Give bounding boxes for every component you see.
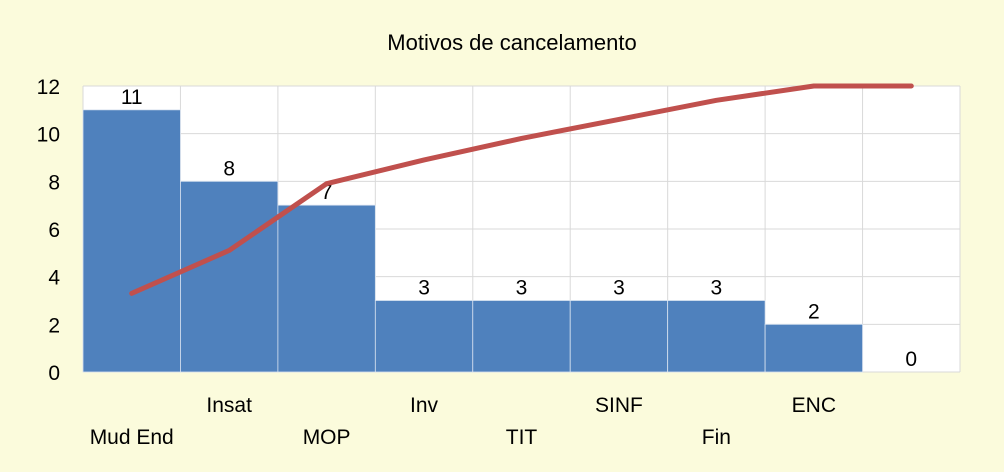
data-label: 7 [321,181,333,204]
x-tick-label: Mud End [90,426,174,449]
x-tick-label: Fin [702,426,731,449]
bar [569,300,669,373]
bar [82,109,181,373]
bar [764,323,863,373]
data-label: 2 [808,300,820,323]
data-label: 11 [121,86,143,109]
y-tick-label: 10 [37,124,60,147]
bar [277,204,376,373]
x-tick-label: Inv [410,394,439,417]
x-tick-label: Insat [206,394,252,417]
data-label: 3 [711,277,723,300]
x-tick-label: MOP [303,426,351,449]
cumulative-line [129,83,914,296]
bar [667,300,766,373]
chart-title: Motivos de cancelamento [387,30,636,55]
y-tick-label: 2 [48,314,60,337]
x-tick-label: TIT [506,426,538,449]
data-label: 3 [418,277,430,300]
y-tick-label: 6 [48,219,60,242]
data-label: 8 [223,157,235,180]
data-label: 3 [613,277,625,300]
x-tick-label: ENC [792,394,836,417]
y-tick-label: 4 [48,267,60,290]
bar [472,300,571,373]
y-tick-label: 8 [48,171,60,194]
y-tick-label: 0 [48,362,60,385]
data-label: 3 [516,277,528,300]
y-tick-label: 12 [37,76,60,99]
x-tick-label: SINF [595,394,643,417]
data-label: 0 [905,348,917,371]
bar [180,180,279,373]
bar [374,300,474,373]
